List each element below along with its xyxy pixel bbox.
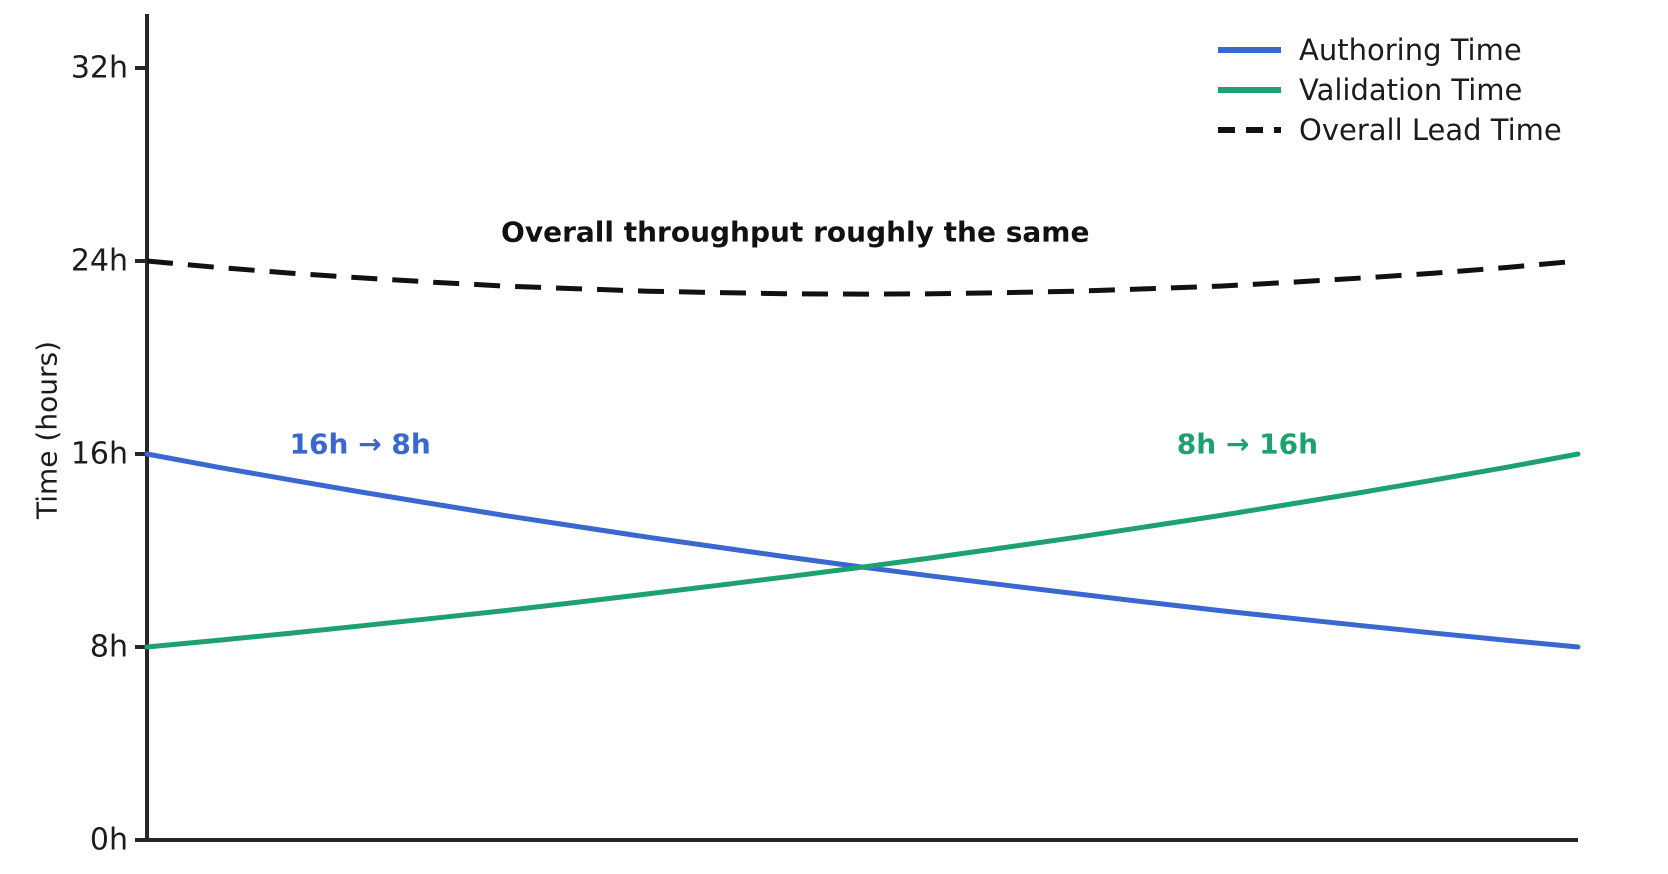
series-line-overall-lead-time [146,258,1579,297]
y-axis-tick-marks [135,66,147,842]
series-line-authoring-time [144,451,1581,650]
legend-label-overall-lead-time: Overall Lead Time [1299,113,1562,147]
legend-swatch-overall-lead-time [1218,127,1281,133]
series-lines [144,258,1581,650]
legend-label-authoring-time: Authoring Time [1299,33,1522,67]
series-line-validation-time [144,451,1581,650]
y-axis-title: Time (hours) [30,341,64,519]
axes-spines [145,14,1578,842]
y-tick-label-8h: 8h [89,629,128,665]
y-tick-label-24h: 24h [70,243,128,279]
annotation-authoring-shift: 16h → 8h [289,427,431,461]
legend: Authoring Time Validation Time Overall Lea… [1218,30,1562,150]
annotation-validation-shift: 8h → 16h [1176,427,1319,461]
y-tick-label-0h: 0h [89,822,128,858]
y-tick-label-16h: 16h [70,436,128,472]
legend-swatch-authoring-time [1218,47,1281,53]
legend-entry-overall-lead-time: Overall Lead Time [1218,110,1562,150]
legend-label-validation-time: Validation Time [1299,73,1523,107]
legend-swatch-validation-time [1218,87,1281,93]
y-tick-label-32h: 32h [70,50,128,86]
legend-entry-authoring-time: Authoring Time [1218,30,1562,70]
annotation-throughput-note: Overall throughput roughly the same [501,215,1090,249]
legend-entry-validation-time: Validation Time [1218,70,1562,110]
